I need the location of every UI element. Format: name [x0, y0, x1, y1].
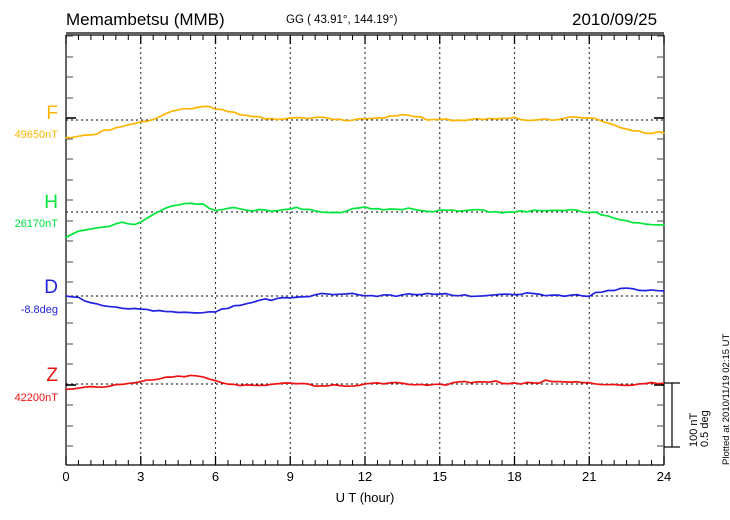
x-tick-label-24: 24 — [656, 469, 672, 484]
series-h — [65, 202, 665, 239]
scale-bar-deg-label: 0.5 deg — [699, 410, 711, 447]
x-tick-label-12: 12 — [357, 469, 373, 484]
y-axis-ticks — [66, 35, 664, 447]
component-value-d: -8.8deg — [20, 304, 58, 316]
x-tick-label-6: 6 — [211, 469, 220, 484]
component-letter-d: D — [44, 277, 58, 298]
series-f — [65, 105, 665, 139]
x-tick-label-3: 3 — [137, 469, 145, 484]
plotted-at-label: Plotted at 2010/11/19 02:15 UT — [721, 333, 730, 465]
plot-frame — [65, 34, 665, 466]
component-letter-f: F — [46, 103, 58, 124]
x-tick-label-21: 21 — [582, 469, 597, 484]
geographic-coordinates: GG ( 43.91°, 144.19°) — [286, 14, 398, 26]
scale-bar — [664, 382, 680, 448]
x-tick-label-9: 9 — [286, 469, 294, 484]
component-letter-z: Z — [46, 365, 58, 386]
x-axis-ticks — [65, 35, 665, 465]
component-letter-h: H — [44, 192, 58, 213]
x-tick-label-18: 18 — [507, 469, 522, 484]
data-series — [65, 105, 665, 391]
series-z — [65, 374, 665, 391]
page-title: Memambetsu (MMB) — [66, 10, 225, 29]
series-d — [65, 287, 665, 314]
x-tick-label-0: 0 — [62, 469, 70, 484]
date-label: 2010/09/25 — [572, 10, 658, 29]
grid-lines — [140, 37, 590, 463]
x-axis-title: U T (hour) — [335, 490, 395, 505]
component-value-f: 49650nT — [14, 129, 58, 141]
component-value-h: 26170nT — [14, 218, 58, 230]
x-tick-label-15: 15 — [432, 469, 447, 484]
component-value-z: 42200nT — [14, 392, 58, 404]
